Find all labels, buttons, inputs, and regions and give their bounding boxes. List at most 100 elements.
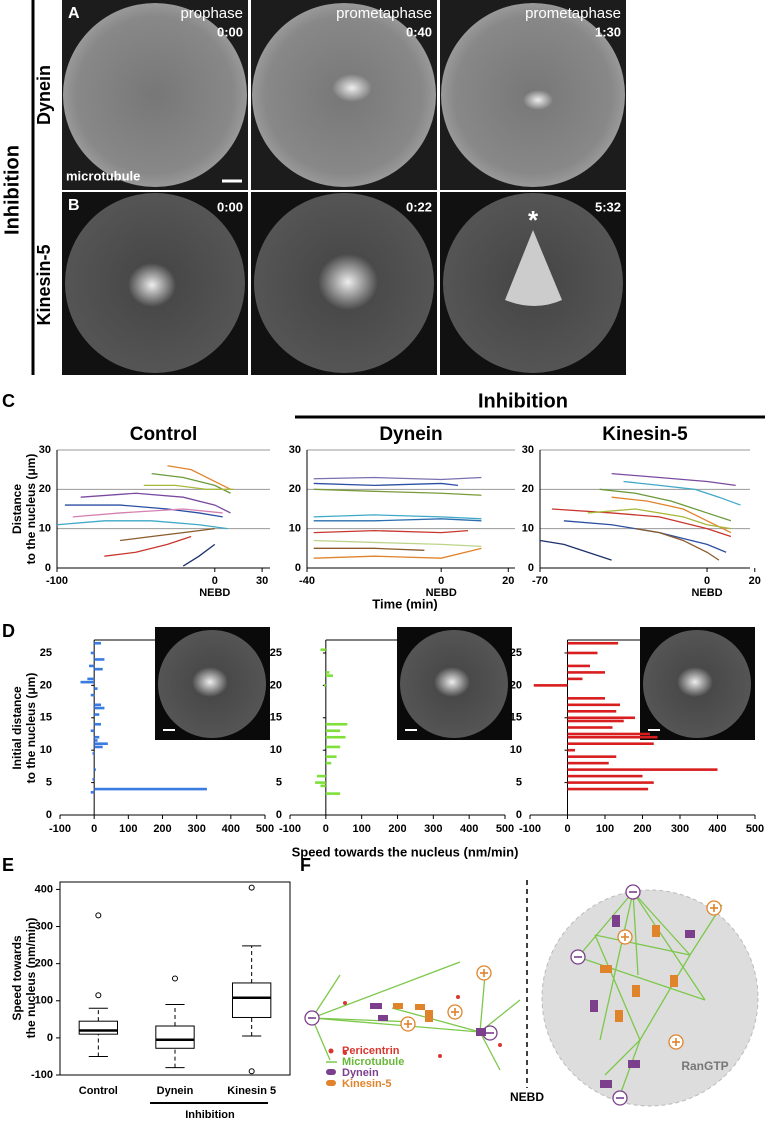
- bar: [94, 658, 105, 661]
- legend-label: Microtubule: [342, 1056, 404, 1068]
- trajectory: [56, 520, 228, 530]
- trajectory: [623, 480, 741, 506]
- x-tick-label: 0: [91, 823, 97, 835]
- y-tick-label: 100: [35, 995, 53, 1007]
- x-tick-label: Control: [79, 1085, 118, 1097]
- divider-label: NEBD: [510, 1090, 544, 1104]
- x-tick-label: 0: [704, 575, 710, 587]
- y-label: Distance: [10, 484, 24, 534]
- panel-label: E: [2, 855, 14, 875]
- trajectory: [611, 472, 736, 487]
- y-tick-label: 15: [270, 712, 282, 724]
- x-tick-label: 0: [212, 575, 218, 587]
- x-tick-label: -100: [49, 823, 71, 835]
- spindle: [318, 254, 378, 310]
- bar: [325, 729, 341, 733]
- bar: [94, 745, 103, 749]
- bar: [567, 768, 718, 771]
- bar: [94, 742, 108, 746]
- annotation: NEBD: [199, 587, 230, 599]
- trajectory: [313, 488, 482, 496]
- trajectory: [72, 508, 223, 518]
- x-tick-label: -40: [299, 575, 315, 587]
- bar: [325, 761, 332, 765]
- bar: [316, 774, 326, 778]
- region-label: RanGTP: [681, 1059, 728, 1073]
- bar: [325, 755, 337, 758]
- outlier: [95, 912, 102, 919]
- y-tick-label: 0: [45, 562, 51, 574]
- plot-frame: [59, 881, 291, 1076]
- plus-sign: [404, 969, 488, 1028]
- stage: prometaphase: [336, 5, 432, 22]
- legend-label: Pericentrin: [342, 1045, 400, 1057]
- bar: [80, 680, 95, 684]
- x-tick-label: 300: [187, 823, 205, 835]
- time: 1:30: [595, 24, 621, 39]
- y-tick-label: 300: [35, 920, 53, 932]
- trajectory: [539, 539, 612, 561]
- y-label: to the nucleus (μm): [24, 673, 38, 784]
- trajectory: [104, 535, 192, 557]
- outlier: [172, 975, 178, 982]
- y-label: the nucleus (nm/min): [24, 918, 38, 1039]
- trajectory: [313, 476, 482, 481]
- panel-label: D: [2, 621, 15, 641]
- chart-title: Kinesin-5: [602, 424, 688, 445]
- legend-label: Dynein: [342, 1067, 379, 1079]
- spindle: [505, 230, 562, 306]
- time: 0:00: [217, 199, 243, 214]
- y-tick-label: 10: [510, 744, 522, 756]
- trajectory: [587, 508, 732, 530]
- legend-swatch: [328, 1048, 334, 1054]
- spindle: [332, 74, 372, 102]
- bar: [567, 703, 620, 707]
- bar: [324, 684, 326, 687]
- bar: [325, 722, 348, 726]
- x-tick-label: 500: [746, 823, 764, 835]
- x-tick-label: 200: [633, 823, 651, 835]
- channel-label: microtubule: [66, 168, 140, 183]
- panel-label: F: [300, 855, 311, 875]
- trajectory: [80, 492, 231, 514]
- microtubules: [311, 961, 521, 1071]
- y-tick-label: 5: [516, 776, 522, 788]
- trajectory: [64, 504, 223, 518]
- time: 5:32: [595, 199, 621, 214]
- legend-swatch: [326, 1069, 336, 1075]
- x-tick-label: 400: [222, 823, 240, 835]
- trajectory: [182, 543, 216, 567]
- diagram: F Pericentrin Microtubule Dynein Kinesin…: [300, 855, 759, 1107]
- box: [155, 1025, 195, 1049]
- box: [232, 982, 272, 1018]
- y-tick-label: 30: [289, 444, 301, 456]
- bar: [320, 648, 326, 652]
- bar: [94, 667, 103, 671]
- bar: [567, 641, 619, 645]
- x-tick-label: -100: [46, 575, 68, 587]
- y-tick-label: 0: [276, 809, 282, 821]
- cell: [63, 3, 247, 187]
- motors: [590, 915, 695, 1088]
- minus-sign: [308, 1017, 494, 1034]
- bar: [92, 778, 95, 781]
- box: [78, 1020, 118, 1035]
- x-label: Time (min): [372, 596, 438, 611]
- bar: [325, 735, 346, 739]
- motors: [370, 1003, 486, 1036]
- x-tick-label: 400: [460, 823, 478, 835]
- y-tick-label: 200: [35, 958, 53, 970]
- x-tick-label: 400: [708, 823, 726, 835]
- x-tick-label: Dynein: [157, 1085, 194, 1097]
- x-tick-label: 0: [323, 823, 329, 835]
- trajectory: [313, 539, 482, 548]
- trajectory: [635, 528, 720, 561]
- y-tick-label: 20: [40, 679, 52, 691]
- spindle: [192, 667, 228, 697]
- y-tick-label: 0: [47, 1032, 53, 1044]
- bar: [567, 761, 609, 765]
- y-label: to the nucleus (μm): [24, 454, 38, 565]
- marker: *: [528, 205, 539, 235]
- x-tick-label: 300: [424, 823, 442, 835]
- y-tick-label: 10: [39, 523, 51, 535]
